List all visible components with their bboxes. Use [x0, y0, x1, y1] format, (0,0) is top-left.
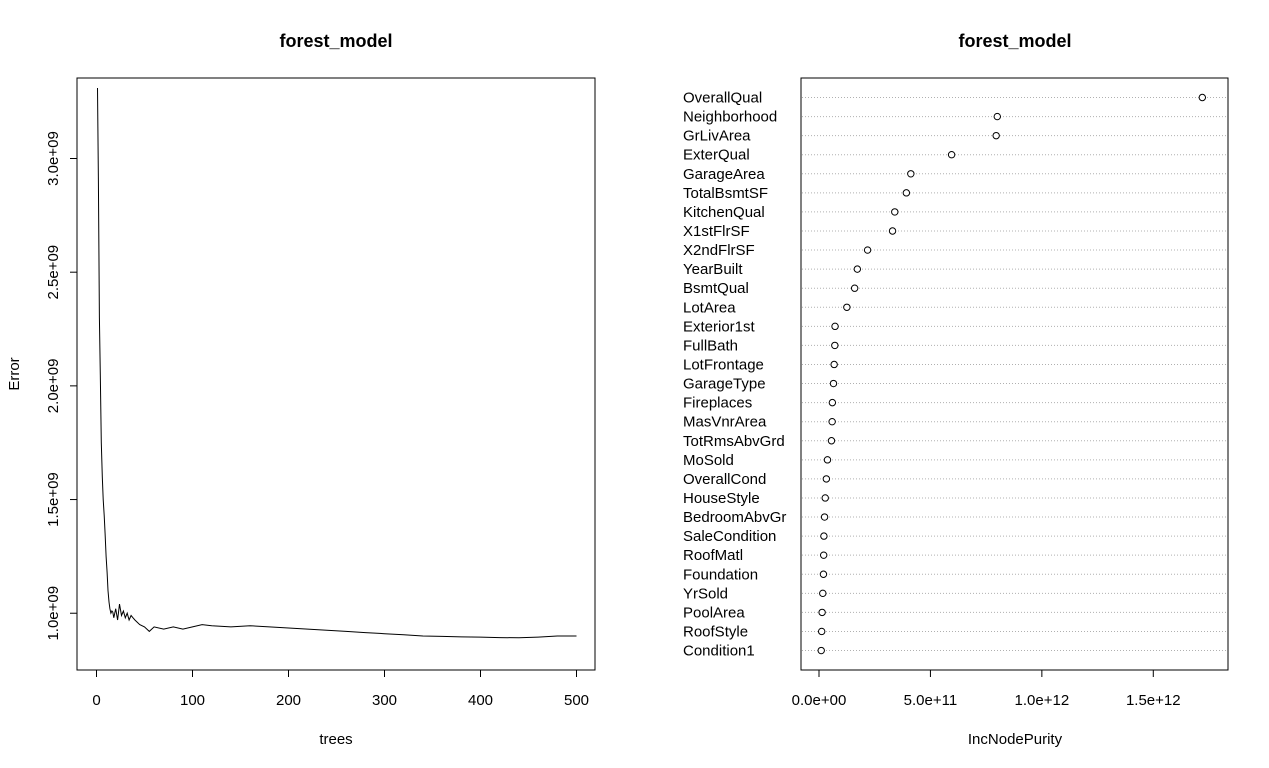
- importance-category-label: BedroomAbvGr: [683, 509, 786, 526]
- importance-category-label: Exterior1st: [683, 318, 756, 335]
- importance-category-label: GarageArea: [683, 166, 765, 183]
- error-y-tick-label: 2.0e+09: [45, 359, 62, 414]
- importance-point: [1198, 93, 1207, 102]
- importance-point: [830, 360, 838, 369]
- importance-category-label: KitchenQual: [683, 204, 765, 221]
- importance-category-label: TotRmsAbvGrd: [683, 433, 785, 450]
- error-y-axis: 1.0e+09 1.5e+09 2.0e+09 2.5e+09 3.0e+09: [45, 131, 78, 641]
- error-plot: forest_model 0 100 200 300 400 500 1.0e+09 1.5…: [6, 31, 596, 748]
- error-x-tick-label: 300: [372, 692, 397, 709]
- error-x-tick-label: 400: [468, 692, 493, 709]
- importance-point: [863, 246, 872, 254]
- importance-point: [819, 570, 828, 578]
- importance-category-label: Foundation: [683, 566, 758, 583]
- importance-point: [820, 513, 829, 521]
- importance-x-tick-label: 1.0e+12: [1015, 692, 1070, 709]
- importance-point: [902, 189, 911, 197]
- importance-point: [828, 417, 836, 426]
- importance-category-label: MasVnrArea: [683, 414, 767, 431]
- error-series-line: [97, 87, 577, 639]
- error-x-axis-label: trees: [319, 731, 352, 748]
- importance-point: [819, 589, 827, 598]
- importance-point: [829, 379, 838, 388]
- importance-point: [850, 284, 859, 292]
- error-x-tick-label: 0: [92, 692, 100, 709]
- importance-x-axis-label: IncNodePurity: [968, 731, 1063, 748]
- error-y-axis-label: Error: [6, 357, 23, 390]
- importance-category-label: X1stFlrSF: [683, 223, 750, 240]
- importance-category-label: MoSold: [683, 452, 734, 469]
- importance-plot-frame: [800, 77, 1229, 671]
- error-y-tick-label: 1.5e+09: [45, 472, 62, 527]
- importance-point: [907, 170, 915, 178]
- importance-category-label: HouseStyle: [683, 490, 760, 507]
- importance-point: [820, 532, 828, 540]
- importance-category-label: BsmtQual: [683, 280, 749, 297]
- importance-category-label: YearBuilt: [683, 261, 743, 278]
- importance-category-label: OverallQual: [683, 90, 762, 107]
- importance-category-label: RoofMatl: [683, 547, 743, 564]
- importance-category-label: Neighborhood: [683, 109, 777, 126]
- importance-category-label: SaleCondition: [683, 528, 776, 545]
- importance-point: [843, 303, 851, 311]
- importance-x-tick-label: 5.0e+11: [904, 692, 958, 709]
- importance-category-label: LotArea: [683, 299, 736, 316]
- importance-point: [891, 208, 899, 216]
- importance-point: [823, 456, 832, 464]
- error-x-tick-label: 500: [564, 692, 589, 709]
- importance-category-label: FullBath: [683, 337, 738, 354]
- error-y-tick-label: 2.5e+09: [45, 245, 62, 300]
- importance-point: [821, 494, 829, 502]
- importance-point: [822, 475, 831, 483]
- importance-point: [817, 646, 825, 655]
- importance-point: [819, 551, 828, 559]
- importance-plot: forest_model OverallQual Neighborhood GrLi…: [683, 31, 1229, 748]
- importance-category-label: X2ndFlrSF: [683, 242, 755, 259]
- importance-category-label: YrSold: [683, 585, 728, 602]
- importance-category-label: TotalBsmtSF: [683, 185, 768, 202]
- importance-category-label: Fireplaces: [683, 395, 752, 412]
- error-y-tick-label: 1.0e+09: [45, 586, 62, 641]
- importance-category-label: GarageType: [683, 376, 766, 393]
- importance-plot-title: forest_model: [958, 31, 1071, 51]
- importance-gridlines: [802, 97, 1227, 652]
- importance-point: [853, 265, 862, 273]
- error-y-tick-label: 3.0e+09: [45, 131, 62, 186]
- importance-point: [993, 112, 1001, 121]
- importance-point: [831, 322, 839, 331]
- importance-category-label: LotFrontage: [683, 356, 764, 373]
- importance-point: [947, 151, 956, 159]
- importance-x-tick-label: 1.5e+12: [1126, 692, 1181, 709]
- error-plot-title: forest_model: [279, 31, 392, 51]
- error-x-tick-label: 100: [180, 692, 205, 709]
- importance-category-label: OverallCond: [683, 471, 766, 488]
- importance-point: [992, 131, 1000, 140]
- importance-category-label: PoolArea: [683, 604, 745, 621]
- importance-point: [818, 608, 826, 617]
- importance-x-tick-label: 0.0e+00: [792, 692, 847, 709]
- error-plot-frame: [76, 77, 596, 671]
- importance-category-labels: OverallQual Neighborhood GrLivArea ExterQua…: [683, 90, 786, 660]
- importance-point: [817, 627, 826, 636]
- error-x-tick-label: 200: [276, 692, 301, 709]
- importance-category-label: ExterQual: [683, 147, 750, 164]
- importance-points: [817, 93, 1207, 655]
- importance-category-label: RoofStyle: [683, 623, 748, 640]
- importance-point: [888, 227, 897, 235]
- importance-point: [828, 398, 837, 407]
- error-x-axis: 0 100 200 300 400 500: [92, 669, 589, 709]
- importance-point: [831, 341, 839, 350]
- importance-point: [827, 437, 836, 445]
- importance-category-label: GrLivArea: [683, 128, 751, 145]
- importance-x-axis: 0.0e+00 5.0e+11 1.0e+12 1.5e+12: [792, 669, 1181, 709]
- importance-category-label: Condition1: [683, 643, 755, 660]
